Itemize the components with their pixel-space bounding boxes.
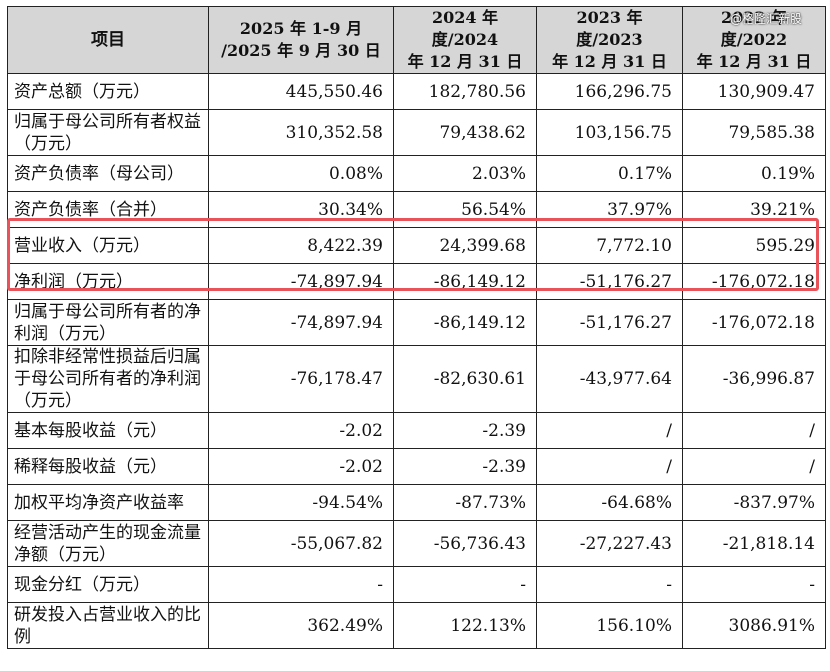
cell-value: -2.02: [208, 412, 394, 449]
cell-value: 445,550.46: [208, 73, 394, 110]
row-label: 营业收入（万元）: [7, 227, 209, 264]
table-row: 资产负债率（母公司） 0.08% 2.03% 0.17% 0.19%: [7, 155, 826, 192]
cell-value: /: [682, 412, 826, 449]
cell-value: -86,149.12: [393, 263, 537, 300]
cell-value: 56.54%: [393, 191, 537, 228]
table-row: 经营活动产生的现金流量净额（万元） -55,067.82 -56,736.43 …: [7, 520, 826, 567]
cell-value: -2.39: [393, 412, 537, 449]
row-label: 净利润（万元）: [7, 263, 209, 300]
header-row: 项目 2025 年 1-9 月 /2025 年 9 月 30 日 2024 年度…: [7, 6, 826, 74]
row-label: 资产总额（万元）: [7, 73, 209, 110]
header-2022: 2022 年度/2022 年 12 月 31 日: [682, 6, 826, 74]
financial-table: 项目 2025 年 1-9 月 /2025 年 9 月 30 日 2024 年度…: [7, 6, 826, 649]
cell-value: 79,438.62: [393, 109, 537, 156]
cell-value: -86,149.12: [393, 299, 537, 346]
table-row: 资产总额（万元） 445,550.46 182,780.56 166,296.7…: [7, 73, 826, 110]
table-row: 扣除非经常性损益后归属于母公司所有者的净利润（万元） -76,178.47 -8…: [7, 345, 826, 413]
cell-value: -: [208, 566, 394, 603]
cell-value: 0.08%: [208, 155, 394, 192]
cell-value: -94.54%: [208, 484, 394, 521]
cell-value: -43,977.64: [536, 345, 683, 413]
row-label: 基本每股收益（元）: [7, 412, 209, 449]
cell-value: -: [682, 566, 826, 603]
table-row-highlighted: 营业收入（万元） 8,422.39 24,399.68 7,772.10 595…: [7, 227, 826, 264]
row-label: 稀释每股收益（元）: [7, 448, 209, 485]
cell-value: 24,399.68: [393, 227, 537, 264]
cell-value: -: [536, 566, 683, 603]
row-label: 扣除非经常性损益后归属于母公司所有者的净利润（万元）: [7, 345, 209, 413]
cell-value: 8,422.39: [208, 227, 394, 264]
cell-value: 7,772.10: [536, 227, 683, 264]
cell-value: -21,818.14: [682, 520, 826, 567]
header-2024: 2024 年度/2024 年 12 月 31 日: [393, 6, 537, 74]
cell-value: -64.68%: [536, 484, 683, 521]
row-label: 加权平均净资产收益率: [7, 484, 209, 521]
cell-value: 103,156.75: [536, 109, 683, 156]
cell-value: 595.29: [682, 227, 826, 264]
cell-value: -: [393, 566, 537, 603]
cell-value: 130,909.47: [682, 73, 826, 110]
cell-value: /: [536, 412, 683, 449]
cell-value: -176,072.18: [682, 299, 826, 346]
watermark-text: @格隆汇新股: [730, 12, 803, 26]
row-label: 资产负债率（合并）: [7, 191, 209, 228]
cell-value: -74,897.94: [208, 299, 394, 346]
cell-value: -74,897.94: [208, 263, 394, 300]
header-2025-q3: 2025 年 1-9 月 /2025 年 9 月 30 日: [208, 6, 394, 74]
cell-value: /: [536, 448, 683, 485]
cell-value: -56,736.43: [393, 520, 537, 567]
cell-value: 0.17%: [536, 155, 683, 192]
cell-value: -82,630.61: [393, 345, 537, 413]
cell-value: 37.97%: [536, 191, 683, 228]
table-row: 基本每股收益（元） -2.02 -2.39 / /: [7, 412, 826, 449]
cell-value: 39.21%: [682, 191, 826, 228]
header-item: 项目: [7, 6, 209, 74]
table-row: 稀释每股收益（元） -2.02 -2.39 / /: [7, 448, 826, 485]
cell-value: 166,296.75: [536, 73, 683, 110]
cell-value: 3086.91%: [682, 602, 826, 649]
cell-value: -55,067.82: [208, 520, 394, 567]
cell-value: -51,176.27: [536, 299, 683, 346]
cell-value: -51,176.27: [536, 263, 683, 300]
row-label: 研发投入占营业收入的比例: [7, 602, 209, 649]
cell-value: 2.03%: [393, 155, 537, 192]
row-label: 归属于母公司所有者权益（万元）: [7, 109, 209, 156]
table-row: 研发投入占营业收入的比例 362.49% 122.13% 156.10% 308…: [7, 602, 826, 649]
cell-value: -176,072.18: [682, 263, 826, 300]
row-label: 资产负债率（母公司）: [7, 155, 209, 192]
cell-value: /: [682, 448, 826, 485]
cell-value: 30.34%: [208, 191, 394, 228]
cell-value: -837.97%: [682, 484, 826, 521]
cell-value: -2.39: [393, 448, 537, 485]
cell-value: 310,352.58: [208, 109, 394, 156]
cell-value: -27,227.43: [536, 520, 683, 567]
cell-value: 79,585.38: [682, 109, 826, 156]
cell-value: 156.10%: [536, 602, 683, 649]
row-label: 现金分红（万元）: [7, 566, 209, 603]
cell-value: 0.19%: [682, 155, 826, 192]
row-label: 归属于母公司所有者的净利润（万元）: [7, 299, 209, 346]
table-row: 归属于母公司所有者权益（万元） 310,352.58 79,438.62 103…: [7, 109, 826, 156]
table-row: 加权平均净资产收益率 -94.54% -87.73% -64.68% -837.…: [7, 484, 826, 521]
cell-value: -87.73%: [393, 484, 537, 521]
table-row: 资产负债率（合并） 30.34% 56.54% 37.97% 39.21%: [7, 191, 826, 228]
cell-value: -36,996.87: [682, 345, 826, 413]
table-row: 现金分红（万元） - - - -: [7, 566, 826, 603]
cell-value: 122.13%: [393, 602, 537, 649]
table-row: 归属于母公司所有者的净利润（万元） -74,897.94 -86,149.12 …: [7, 299, 826, 346]
table-row-highlighted: 净利润（万元） -74,897.94 -86,149.12 -51,176.27…: [7, 263, 826, 300]
cell-value: 182,780.56: [393, 73, 537, 110]
header-2023: 2023 年度/2023 年 12 月 31 日: [536, 6, 683, 74]
cell-value: -2.02: [208, 448, 394, 485]
row-label: 经营活动产生的现金流量净额（万元）: [7, 520, 209, 567]
cell-value: 362.49%: [208, 602, 394, 649]
cell-value: -76,178.47: [208, 345, 394, 413]
